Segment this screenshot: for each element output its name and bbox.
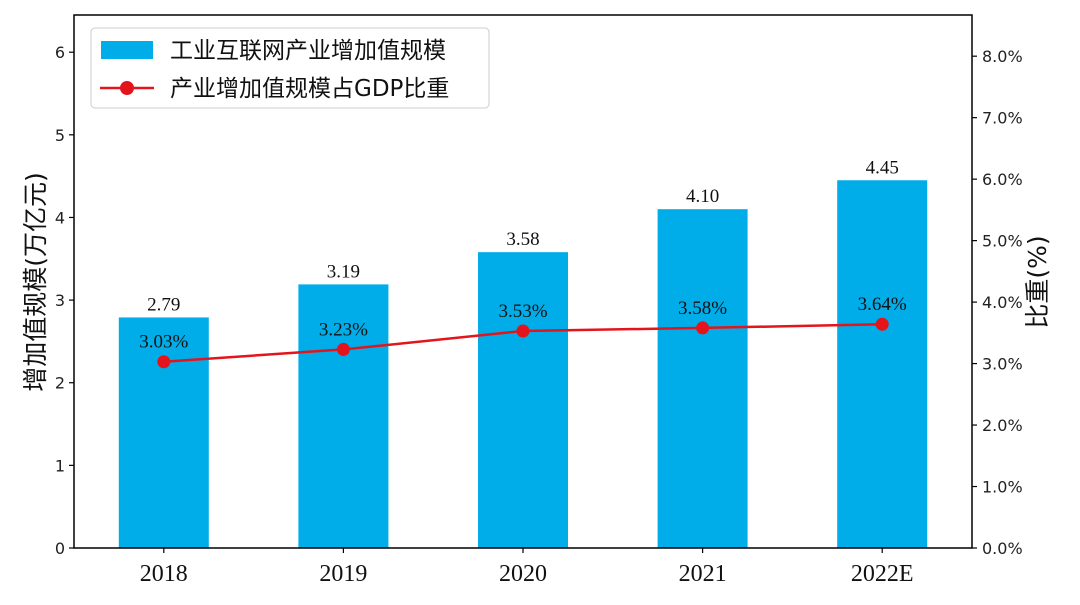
ratio-point-2019 xyxy=(336,342,350,356)
x-tick-label: 2019 xyxy=(319,561,367,587)
bar-2020 xyxy=(478,252,568,548)
y2-axis-label: 比重(%) xyxy=(1023,235,1052,328)
y-tick-label: 2 xyxy=(55,374,65,393)
ratio-point-2021 xyxy=(696,321,710,335)
y-tick-label: 5 xyxy=(55,126,65,145)
legend xyxy=(90,27,490,109)
ratio-label: 3.53% xyxy=(498,301,547,322)
y2-tick-label: 8.0% xyxy=(982,47,1023,66)
bar-2021 xyxy=(657,209,748,549)
y-tick-label: 3 xyxy=(55,291,65,310)
y-tick-label: 1 xyxy=(55,456,65,475)
bar-label: 4.45 xyxy=(866,157,899,178)
x-tick-label: 2018 xyxy=(140,561,188,587)
bar-2019 xyxy=(298,284,389,548)
bar-label: 4.10 xyxy=(686,186,719,207)
legend-line-label: 产业增加值规模占GDP比重 xyxy=(170,76,449,102)
y2-tick-label: 5.0% xyxy=(982,232,1023,251)
bar-2022E xyxy=(837,180,928,549)
y2-tick-label: 1.0% xyxy=(982,478,1023,497)
ratio-label: 3.03% xyxy=(139,332,188,353)
ratio-label: 3.64% xyxy=(858,294,907,315)
y2-tick-label: 3.0% xyxy=(982,355,1023,374)
legend-bar-label: 工业互联网产业增加值规模 xyxy=(170,38,446,64)
y-tick-label: 6 xyxy=(55,43,65,62)
y-tick-label: 0 xyxy=(55,539,65,558)
legend-line-marker xyxy=(120,81,134,95)
x-tick-label: 2021 xyxy=(679,561,727,587)
bar-label: 3.58 xyxy=(506,229,539,250)
bar-label: 3.19 xyxy=(327,261,360,282)
y2-tick-label: 4.0% xyxy=(982,293,1023,312)
x-tick-label: 2020 xyxy=(499,561,547,587)
bar-label: 2.79 xyxy=(147,294,180,315)
ratio-point-2022E xyxy=(875,317,889,331)
legend-bar-swatch xyxy=(101,41,153,59)
y2-tick-label: 7.0% xyxy=(982,109,1023,128)
x-tick-label: 2022E xyxy=(851,561,914,587)
y2-tick-label: 2.0% xyxy=(982,416,1023,435)
ratio-label: 3.58% xyxy=(678,298,727,319)
ratio-point-2020 xyxy=(516,324,530,338)
y-tick-label: 4 xyxy=(55,208,65,227)
y-axis-label: 增加值规模(万亿元) xyxy=(21,172,50,392)
ratio-label: 3.23% xyxy=(319,319,368,340)
ratio-point-2018 xyxy=(157,355,171,369)
y2-tick-label: 6.0% xyxy=(982,170,1023,189)
y2-tick-label: 0.0% xyxy=(982,539,1023,558)
